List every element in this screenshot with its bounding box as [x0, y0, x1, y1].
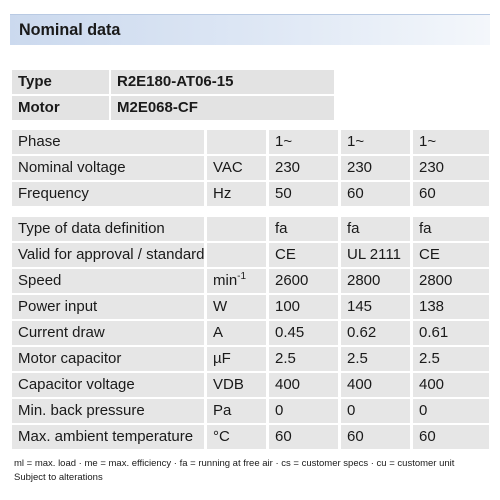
- row-value-2: 60: [341, 425, 410, 449]
- table-row-frequency: Frequency Hz 50 60 60: [12, 182, 489, 206]
- row-value-2: 2.5: [341, 347, 410, 371]
- unit-base: min: [213, 272, 238, 289]
- motor-key: Motor: [12, 96, 109, 120]
- row-label: Motor capacitor: [12, 347, 204, 371]
- type-value: R2E180-AT06-15: [111, 70, 334, 94]
- row-value-2: 0.62: [341, 321, 410, 345]
- row-value-1: 0: [269, 399, 338, 423]
- row-value-1: 2600: [269, 269, 338, 293]
- motor-row: Motor M2E068-CF: [12, 96, 334, 120]
- row-value-1: 60: [269, 425, 338, 449]
- table-row-nominal-voltage: Nominal voltage VAC 230 230 230: [12, 156, 489, 180]
- motor-value: M2E068-CF: [111, 96, 334, 120]
- row-label: Speed: [12, 269, 204, 293]
- row-value-3: 60: [413, 182, 489, 206]
- table-row-approval: Valid for approval / standard CE UL 2111…: [12, 243, 489, 267]
- row-unit: °C: [207, 425, 266, 449]
- row-value-3: 138: [413, 295, 489, 319]
- row-value-3: 400: [413, 373, 489, 397]
- row-label: Current draw: [12, 321, 204, 345]
- row-value-3: 0.61: [413, 321, 489, 345]
- row-value-1: 230: [269, 156, 338, 180]
- row-value-1: 400: [269, 373, 338, 397]
- table-row-capacitor-voltage: Capacitor voltage VDB 400 400 400: [12, 373, 489, 397]
- table-row-ambient-temperature: Max. ambient temperature °C 60 60 60: [12, 425, 489, 449]
- row-value-1: 50: [269, 182, 338, 206]
- row-value-2: fa: [341, 217, 410, 241]
- row-label: Power input: [12, 295, 204, 319]
- table-row-back-pressure: Min. back pressure Pa 0 0 0: [12, 399, 489, 423]
- row-value-3: 2800: [413, 269, 489, 293]
- row-unit: µF: [207, 347, 266, 371]
- row-value-1: CE: [269, 243, 338, 267]
- row-value-2: 60: [341, 182, 410, 206]
- row-unit: Hz: [207, 182, 266, 206]
- section-title-bar: Nominal data: [10, 14, 490, 45]
- row-value-1: 2.5: [269, 347, 338, 371]
- row-value-3: 230: [413, 156, 489, 180]
- row-unit: A: [207, 321, 266, 345]
- table-row-data-definition: Type of data definition fa fa fa: [12, 217, 489, 241]
- row-label: Frequency: [12, 182, 204, 206]
- row-unit: [207, 130, 266, 154]
- table-row-phase: Phase 1~ 1~ 1~: [12, 130, 489, 154]
- row-value-3: 60: [413, 425, 489, 449]
- row-value-3: fa: [413, 217, 489, 241]
- unit-superscript: -1: [237, 271, 247, 282]
- footnote-legend: ml = max. load · me = max. efficiency · …: [14, 458, 455, 469]
- row-value-2: 1~: [341, 130, 410, 154]
- row-unit: [207, 217, 266, 241]
- type-key: Type: [12, 70, 109, 94]
- row-value-2: 230: [341, 156, 410, 180]
- row-value-3: 0: [413, 399, 489, 423]
- footnote-alterations: Subject to alterations: [14, 472, 103, 483]
- row-unit: min-1: [207, 269, 266, 293]
- table-row-power-input: Power input W 100 145 138: [12, 295, 489, 319]
- row-value-1: 1~: [269, 130, 338, 154]
- table-row-motor-capacitor: Motor capacitor µF 2.5 2.5 2.5: [12, 347, 489, 371]
- row-unit: [207, 243, 266, 267]
- row-label: Capacitor voltage: [12, 373, 204, 397]
- row-label: Phase: [12, 130, 204, 154]
- row-value-2: UL 2111: [341, 243, 410, 267]
- row-value-3: CE: [413, 243, 489, 267]
- row-value-2: 0: [341, 399, 410, 423]
- row-label: Type of data definition: [12, 217, 204, 241]
- row-value-3: 1~: [413, 130, 489, 154]
- row-unit: VDB: [207, 373, 266, 397]
- row-value-2: 2800: [341, 269, 410, 293]
- row-label: Nominal voltage: [12, 156, 204, 180]
- row-value-1: 100: [269, 295, 338, 319]
- row-label: Max. ambient temperature: [12, 425, 204, 449]
- section-title: Nominal data: [19, 20, 121, 39]
- table-row-current-draw: Current draw A 0.45 0.62 0.61: [12, 321, 489, 345]
- table-row-speed: Speed min-1 2600 2800 2800: [12, 269, 489, 293]
- row-label: Min. back pressure: [12, 399, 204, 423]
- row-label: Valid for approval / standard: [12, 243, 205, 267]
- row-unit: Pa: [207, 399, 266, 423]
- row-value-1: fa: [269, 217, 338, 241]
- row-value-2: 400: [341, 373, 410, 397]
- type-row: Type R2E180-AT06-15: [12, 70, 334, 94]
- row-unit: VAC: [207, 156, 266, 180]
- row-value-1: 0.45: [269, 321, 338, 345]
- row-value-2: 145: [341, 295, 410, 319]
- row-unit: W: [207, 295, 266, 319]
- row-value-3: 2.5: [413, 347, 489, 371]
